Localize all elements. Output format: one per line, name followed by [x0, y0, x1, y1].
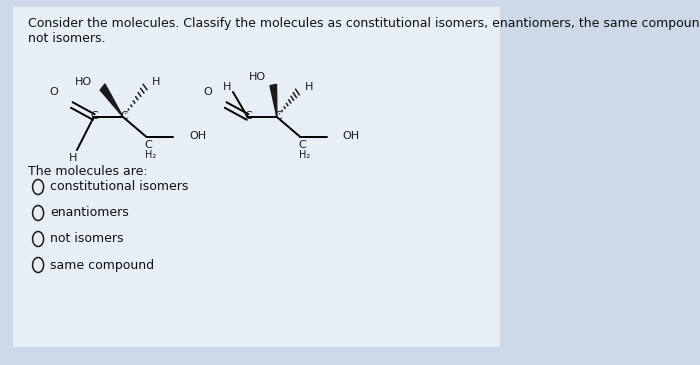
- Text: C: C: [144, 140, 152, 150]
- Text: C: C: [274, 111, 282, 121]
- Text: The molecules are:: The molecules are:: [28, 165, 148, 178]
- Text: H: H: [304, 82, 313, 92]
- Text: OH: OH: [343, 131, 360, 141]
- Text: Consider the molecules. Classify the molecules as constitutional isomers, enanti: Consider the molecules. Classify the mol…: [28, 17, 700, 30]
- FancyBboxPatch shape: [13, 7, 500, 347]
- Text: H: H: [223, 82, 231, 92]
- Text: H₂: H₂: [299, 150, 310, 160]
- Text: C: C: [244, 111, 252, 121]
- Text: not isomers.: not isomers.: [28, 32, 105, 45]
- Text: O: O: [204, 87, 212, 97]
- Text: H: H: [153, 77, 161, 87]
- Text: C: C: [298, 140, 306, 150]
- Text: H₂: H₂: [146, 150, 157, 160]
- Text: constitutional isomers: constitutional isomers: [50, 181, 188, 193]
- Text: OH: OH: [189, 131, 206, 141]
- Text: C: C: [120, 111, 128, 121]
- Text: HO: HO: [75, 77, 92, 87]
- Text: H: H: [69, 153, 78, 163]
- Polygon shape: [100, 84, 123, 117]
- Text: C: C: [90, 111, 99, 121]
- Text: enantiomers: enantiomers: [50, 207, 129, 219]
- Text: not isomers: not isomers: [50, 233, 123, 246]
- Polygon shape: [270, 84, 277, 117]
- Text: O: O: [50, 87, 59, 97]
- Text: HO: HO: [248, 72, 266, 82]
- Text: same compound: same compound: [50, 258, 154, 272]
